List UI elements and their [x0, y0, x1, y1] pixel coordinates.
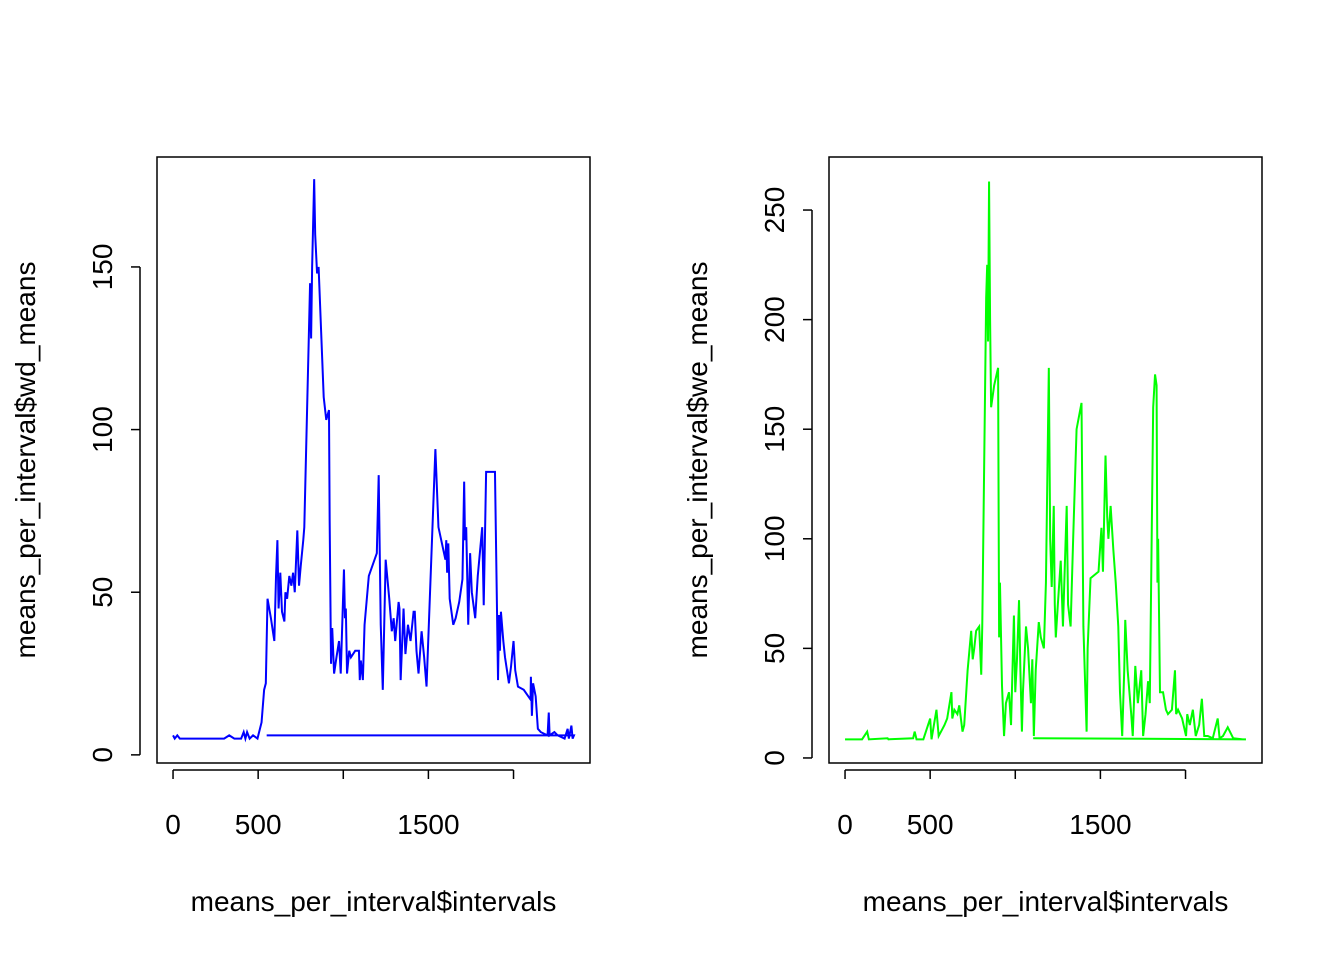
y-tick-label: 0 [87, 747, 118, 763]
y-axis-title: means_per_interval$we_means [682, 262, 713, 659]
plot-box [156, 156, 591, 764]
x-axis-title: means_per_interval$intervals [191, 886, 557, 917]
data-line [172, 179, 576, 743]
y-tick-label: 0 [759, 750, 790, 766]
y-tick-label: 150 [759, 406, 790, 453]
y-axis-title: means_per_interval$wd_means [10, 262, 41, 659]
x-tick-label: 0 [165, 809, 181, 840]
x-tick-label: 1500 [1069, 809, 1131, 840]
plot-box [828, 156, 1263, 764]
chart-panel: 0 500 1500 0 50 100 150 means_per_interval$inte… [10, 156, 591, 917]
y-tick-label: 200 [759, 296, 790, 343]
x-axis-title: means_per_interval$intervals [863, 886, 1229, 917]
chart-panel: 0 500 1500 0 50 100 150 200 250 means_per_interva… [682, 156, 1263, 917]
x-tick-label: 1500 [397, 809, 459, 840]
y-tick-label: 250 [759, 187, 790, 234]
y-tick-label: 100 [87, 406, 118, 453]
data-line [845, 181, 1246, 741]
y-tick-label: 50 [759, 633, 790, 664]
y-tick-label: 50 [87, 577, 118, 608]
y-tick-label: 100 [759, 515, 790, 562]
x-tick-label: 500 [907, 809, 954, 840]
x-tick-label: 500 [235, 809, 282, 840]
x-tick-label: 0 [837, 809, 853, 840]
y-tick-label: 150 [87, 244, 118, 291]
